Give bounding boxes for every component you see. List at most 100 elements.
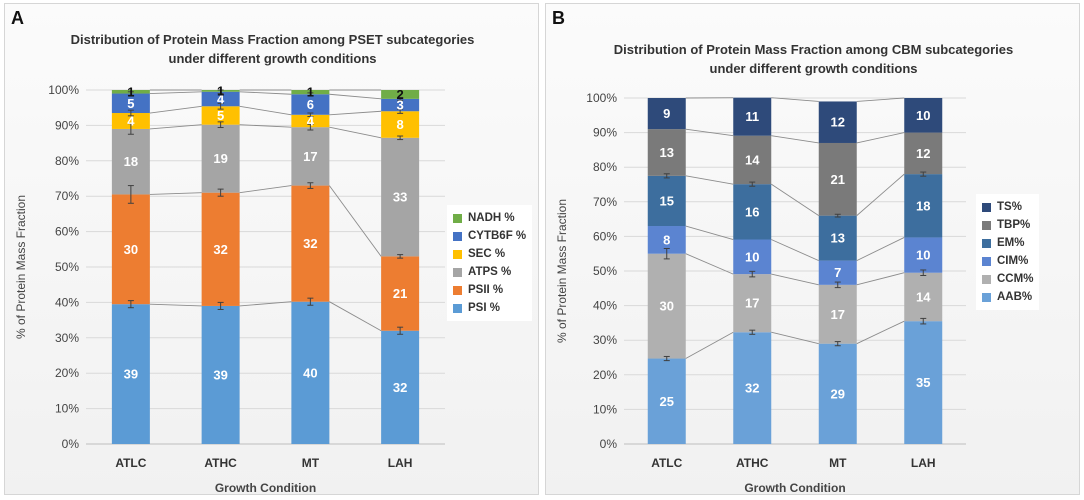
x-axis-title: Growth Condition: [215, 481, 316, 495]
legend-item: ATPS %: [453, 263, 526, 281]
data-label: 10: [916, 108, 930, 123]
data-label: 18: [916, 198, 930, 213]
y-tick-label: 70%: [593, 195, 617, 209]
series-line: [856, 97, 905, 102]
bar-segment: [291, 94, 330, 115]
data-label: 17: [303, 149, 317, 164]
bar-segment: [904, 132, 943, 175]
bar-segment: [647, 175, 686, 227]
x-tick-label: ATHC: [204, 456, 237, 470]
series-line: [239, 185, 292, 194]
data-label: 13: [660, 145, 674, 160]
legend: TS% TBP% EM% CIM% CCM% AAB%: [976, 194, 1040, 310]
series-line: [329, 110, 382, 116]
data-label: 12: [916, 146, 930, 161]
y-tick-label: 50%: [55, 260, 79, 274]
bar-segment: [818, 142, 857, 216]
legend-swatch: [982, 274, 991, 284]
y-tick-label: 80%: [593, 160, 617, 174]
bar-segment: [381, 256, 420, 331]
bar-segment: [291, 90, 330, 95]
bar-segment: [904, 237, 943, 273]
legend: NADH % CYTB6F % SEC % ATPS % PSII % PSI %: [447, 205, 533, 321]
data-label: 12: [831, 115, 845, 130]
y-axis-title: % of Protein Mass Fraction: [555, 199, 569, 343]
data-label: 10: [745, 249, 759, 264]
x-tick-label: ATLC: [115, 456, 146, 470]
bar-segment: [818, 343, 857, 444]
legend-label: TBP%: [997, 219, 1031, 231]
x-tick-label: MT: [302, 456, 320, 470]
y-tick-label: 70%: [55, 189, 79, 203]
bar-segment: [647, 129, 686, 176]
legend-label: CCM%: [997, 273, 1034, 285]
bar-segment: [291, 185, 330, 302]
data-label: 13: [831, 231, 845, 246]
bar-segment: [201, 305, 240, 444]
series-line: [239, 105, 292, 116]
bar-segment: [647, 358, 686, 444]
data-label: 9: [663, 106, 670, 121]
data-label: 10: [916, 248, 930, 263]
data-label: 8: [663, 232, 670, 247]
bar-segment: [111, 128, 150, 195]
chart-title-line: under different growth conditions: [709, 61, 918, 76]
legend-item: CIM%: [982, 252, 1033, 270]
x-tick-label: LAH: [388, 456, 413, 470]
panel-b: B Distribution of Protein Mass Fraction …: [545, 3, 1080, 495]
legend-item: NADH %: [453, 209, 526, 227]
y-tick-label: 20%: [55, 366, 79, 380]
data-label: 21: [831, 172, 845, 187]
data-label: 30: [124, 242, 138, 257]
legend-label: PSII %: [468, 284, 504, 296]
legend-item: TS%: [982, 198, 1033, 216]
data-label: 39: [124, 367, 138, 382]
bar-segment: [201, 192, 240, 306]
series-line: [771, 273, 819, 286]
data-label: 7: [834, 265, 841, 280]
data-label: 21: [393, 286, 407, 301]
y-tick-label: 30%: [593, 333, 617, 347]
y-tick-label: 10%: [55, 402, 79, 416]
y-tick-label: 30%: [55, 331, 79, 345]
panel-letter: B: [552, 8, 565, 28]
bar-segment: [291, 301, 330, 444]
y-tick-label: 0%: [600, 437, 618, 451]
y-tick-label: 80%: [55, 154, 79, 168]
y-tick-label: 60%: [593, 229, 617, 243]
chart-title-line: Distribution of Protein Mass Fraction am…: [70, 32, 475, 47]
legend-swatch: [453, 249, 462, 259]
bar-segment: [201, 124, 240, 193]
bar-segment: [291, 127, 330, 186]
data-label: 32: [393, 380, 407, 395]
legend-item: PSII %: [453, 281, 526, 299]
bar-segment: [733, 239, 772, 275]
series-line: [771, 183, 819, 217]
chart-title: Distribution of Protein Mass Fraction am…: [5, 30, 540, 68]
legend-item: PSI %: [453, 299, 526, 317]
legend-item: SEC %: [453, 245, 526, 263]
data-label: 17: [745, 296, 759, 311]
x-tick-label: MT: [829, 456, 847, 470]
chart-title-line: under different growth conditions: [168, 51, 377, 66]
series-line: [685, 175, 734, 185]
legend-label: CIM%: [997, 255, 1029, 267]
bar-segment: [381, 111, 420, 138]
legend-swatch: [453, 231, 462, 241]
data-label: 16: [745, 204, 759, 219]
data-label: 2: [397, 87, 404, 102]
legend-label: SEC %: [468, 248, 506, 260]
legend-swatch: [453, 303, 462, 313]
series-line: [149, 105, 202, 114]
series-line: [149, 124, 202, 130]
x-tick-label: ATLC: [651, 456, 682, 470]
bar-segment: [733, 274, 772, 333]
legend-swatch: [453, 285, 462, 295]
bar-segment: [381, 137, 420, 257]
series-line: [149, 192, 202, 195]
legend-item: CCM%: [982, 270, 1033, 288]
stacked-bar-chart: 0% 10% 20% 30% 40% 50% 60% 70% 80% 90% 100% % of Pr…: [14, 83, 445, 495]
legend-swatch: [982, 202, 991, 212]
legend-label: CYTB6F %: [468, 230, 527, 242]
